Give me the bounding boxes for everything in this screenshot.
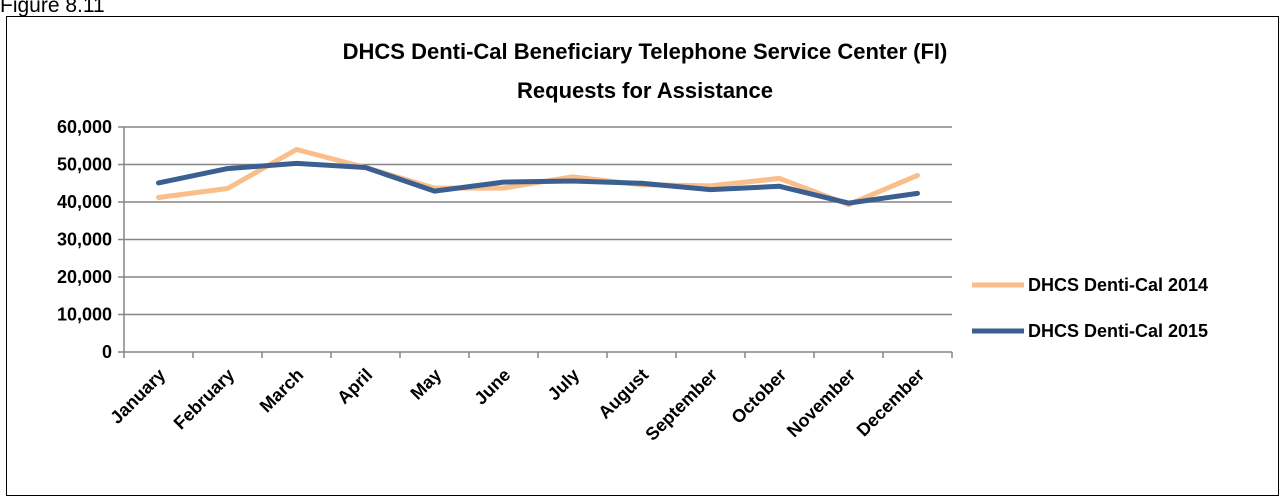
x-tick-label: May [406,365,445,404]
y-tick-label: 40,000 [57,192,112,212]
chart-title: DHCS Denti-Cal Beneficiary Telephone Ser… [343,39,948,64]
legend: DHCS Denti-Cal 2014 DHCS Denti-Cal 2015 [972,275,1208,341]
series-line [156,160,920,206]
x-tick-label: September [641,365,721,445]
y-tick-label: 0 [102,342,112,362]
x-tick-label: August [594,365,652,423]
chart-frame [6,16,1279,496]
y-tick-label: 50,000 [57,155,112,175]
y-tick-labels: 60,000 50,000 40,000 30,000 20,000 10,000 0 [57,117,112,362]
x-tick-label: June [470,365,514,409]
grid-lines [124,126,952,316]
x-tick-label: January [106,365,169,428]
y-tick-label: 10,000 [57,305,112,325]
y-tick-label: 20,000 [57,267,112,287]
x-tick-label: October [727,365,790,428]
series-line [156,147,920,208]
figure-caption: Figure 8.11 [0,0,105,17]
x-tick-label: February [170,365,239,434]
x-tick-label: December [853,365,929,441]
x-tick-labels: January February March April May June July Augu… [106,365,928,445]
axes [118,126,953,358]
y-tick-label: 30,000 [57,230,112,250]
x-tick-label: March [256,365,308,417]
y-tick-label: 60,000 [57,117,112,137]
legend-label: DHCS Denti-Cal 2014 [1028,275,1208,295]
chart-subtitle: Requests for Assistance [517,78,773,103]
x-tick-label: April [333,365,376,408]
x-tick-label: July [544,365,584,405]
series-lines [156,147,920,208]
x-tick-label: November [783,365,859,441]
legend-label: DHCS Denti-Cal 2015 [1028,321,1208,341]
